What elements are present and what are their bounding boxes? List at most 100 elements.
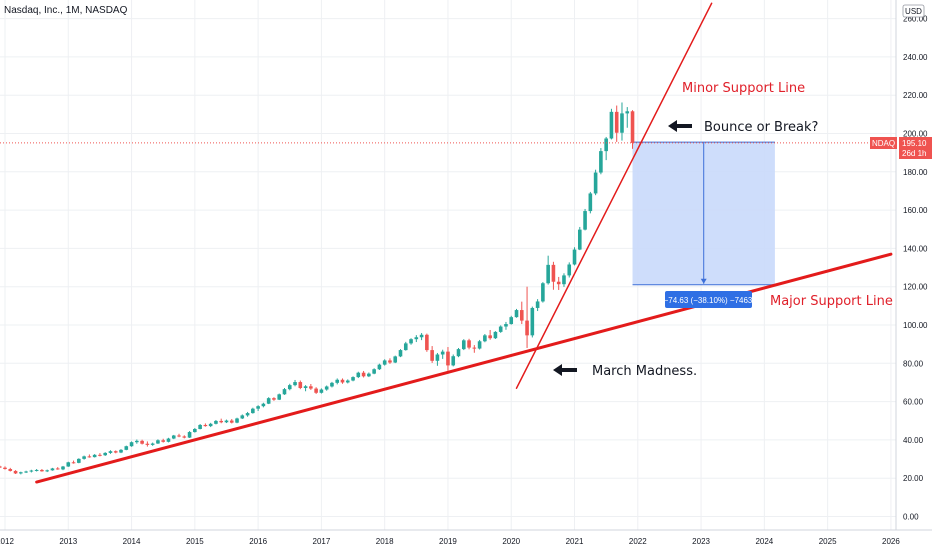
candle-body: [208, 423, 213, 427]
candle: [519, 301, 524, 325]
march-madness-label[interactable]: March Madness.: [592, 364, 697, 379]
y-tick-label: 40.00: [903, 436, 924, 445]
candle-body: [282, 389, 287, 395]
candle: [419, 333, 424, 341]
candle: [599, 148, 603, 175]
candle: [514, 308, 519, 318]
candle: [235, 417, 239, 424]
candle-body: [129, 442, 134, 447]
candle-body: [182, 436, 187, 438]
candle-body: [556, 281, 561, 285]
candle-body: [388, 360, 392, 363]
candle-body: [345, 380, 350, 383]
candle-body: [630, 111, 635, 143]
candle-body: [425, 334, 429, 351]
candle-body: [419, 334, 424, 338]
candle-body: [377, 364, 382, 370]
annotations[interactable]: Minor Support Line Major Support Line Bo…: [553, 81, 893, 379]
candle: [309, 383, 313, 390]
symbol-title[interactable]: Nasdaq, Inc., 1M, NASDAQ: [4, 5, 128, 16]
candle-body: [13, 470, 18, 474]
ticker-tag-label: NDAQ: [872, 139, 895, 148]
price-tag-countdown: 26d 1h: [902, 149, 926, 158]
candle-body: [382, 360, 387, 365]
candle: [61, 465, 65, 471]
candle: [483, 334, 487, 343]
candle: [198, 424, 202, 430]
candle-body: [71, 462, 76, 464]
candle-body: [403, 343, 408, 351]
candle-body: [193, 428, 197, 433]
candle-body: [483, 335, 487, 342]
candle: [614, 105, 619, 142]
major-support-label[interactable]: Major Support Line: [770, 294, 893, 309]
x-tick-label: 2016: [249, 537, 267, 546]
candle-body: [562, 275, 566, 285]
candle: [456, 347, 461, 358]
candle: [219, 418, 224, 424]
candle-body: [92, 454, 97, 458]
candle: [572, 247, 577, 266]
candle: [29, 469, 34, 473]
candle-body: [135, 440, 139, 443]
candle: [493, 331, 498, 339]
candle-body: [166, 438, 171, 442]
bounce-or-break-label[interactable]: Bounce or Break?: [704, 120, 818, 135]
candle-body: [0, 466, 2, 468]
candle: [620, 102, 624, 141]
candle: [24, 470, 28, 474]
candle-body: [583, 211, 587, 230]
candle: [272, 397, 276, 401]
price-axis[interactable]: 0.00 20.00 40.00 60.00 80.00 100.00 120.00 140.…: [895, 0, 928, 530]
candle-body: [298, 382, 303, 389]
candle: [403, 341, 408, 351]
candle: [40, 469, 44, 472]
candle: [546, 255, 550, 285]
measure-arrowhead: [700, 278, 707, 284]
candle-body: [572, 249, 577, 265]
candle: [409, 338, 413, 345]
candle: [367, 372, 371, 378]
measure-label[interactable]: −74.63 (−38.10%) −7463: [664, 291, 753, 308]
bounce-arrow-icon: [668, 120, 692, 132]
candle: [467, 338, 471, 350]
currency-badge[interactable]: USD: [902, 4, 925, 18]
candle: [461, 339, 466, 351]
candle: [266, 397, 271, 405]
candle-body: [440, 351, 445, 355]
candle: [440, 349, 445, 359]
candle: [92, 454, 97, 458]
candle: [171, 434, 176, 440]
candle: [66, 461, 71, 467]
candle-body: [150, 443, 155, 445]
x-tick-label: 2023: [692, 537, 710, 546]
candle: [425, 333, 429, 352]
candle-body: [140, 440, 144, 444]
y-tick-label: 140.00: [903, 244, 928, 253]
candle-body: [177, 435, 181, 437]
candle-body: [3, 467, 7, 470]
candle: [71, 460, 76, 464]
candle-body: [145, 443, 150, 445]
price-range-measure[interactable]: [632, 141, 775, 286]
candle-body: [599, 151, 603, 173]
candle-body: [266, 398, 271, 404]
candle-body: [551, 264, 556, 282]
candle-body: [108, 451, 113, 453]
candle-body: [319, 389, 324, 393]
candle-body: [461, 340, 466, 350]
candle: [187, 431, 192, 438]
candle-body: [509, 317, 514, 325]
candle-body: [435, 354, 440, 361]
candle: [356, 371, 361, 379]
time-axis[interactable]: 2012 2013 2014 2015 2016 2017 2018 2019 2020 2021…: [0, 529, 932, 546]
minor-support-label[interactable]: Minor Support Line: [682, 81, 805, 96]
candle-body: [203, 424, 208, 427]
candle: [477, 339, 482, 350]
x-tick-label: 2015: [186, 537, 204, 546]
candle-body: [40, 469, 44, 472]
candle: [193, 428, 197, 433]
candle: [82, 455, 86, 460]
measure-label-text: −74.63 (−38.10%) −7463: [664, 296, 753, 305]
